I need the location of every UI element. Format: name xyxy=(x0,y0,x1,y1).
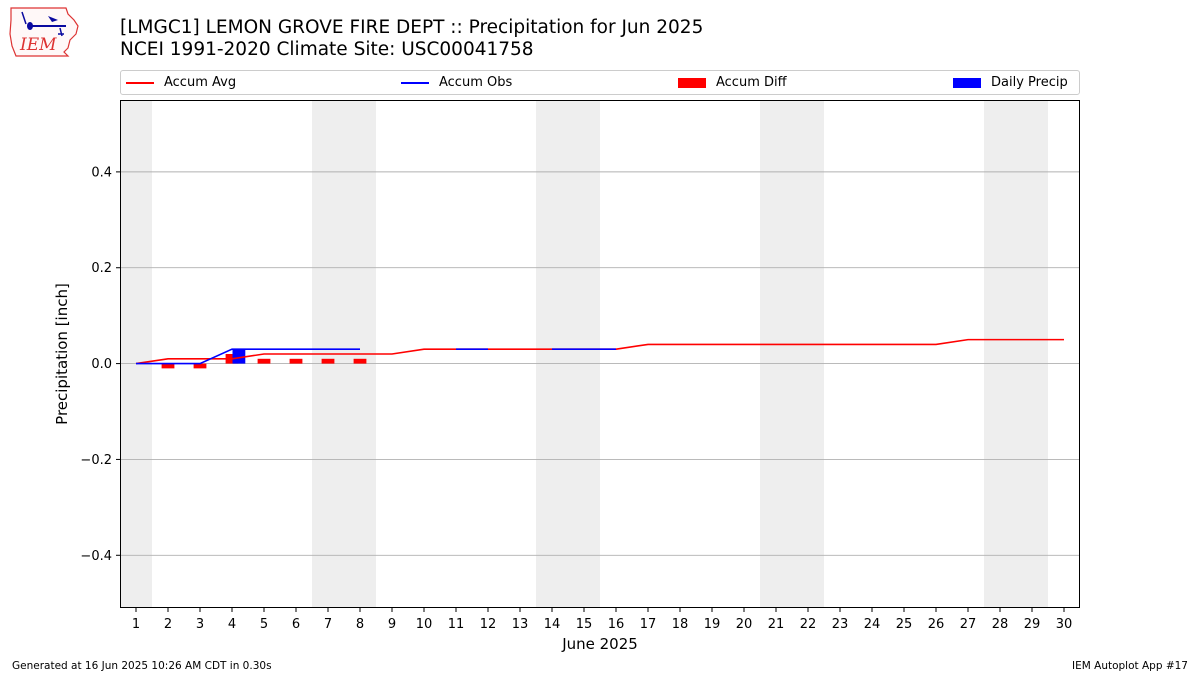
chart-title: [LMGC1] LEMON GROVE FIRE DEPT :: Precipi… xyxy=(120,17,703,61)
accum-diff-bar xyxy=(321,358,335,364)
y-tick-label: 0.2 xyxy=(91,261,112,276)
x-tick-label: 9 xyxy=(388,617,396,632)
x-tick-label: 13 xyxy=(512,617,529,632)
x-tick-label: 29 xyxy=(1024,617,1041,632)
logo-text: IEM xyxy=(19,35,57,55)
x-tick-label: 15 xyxy=(576,617,593,632)
x-tick-label: 2 xyxy=(164,617,172,632)
x-tick-label: 11 xyxy=(448,617,465,632)
x-tick-label: 30 xyxy=(1056,617,1073,632)
x-tick-label: 20 xyxy=(736,617,753,632)
x-tick-label: 27 xyxy=(960,617,977,632)
y-tick-label: −0.4 xyxy=(80,549,112,564)
weekend-bands xyxy=(120,100,1048,608)
legend-label: Accum Avg xyxy=(164,75,237,90)
y-tick-label: 0.0 xyxy=(91,357,112,372)
x-tick-label: 10 xyxy=(416,617,433,632)
accum-diff-bar xyxy=(193,363,207,369)
x-tick-label: 4 xyxy=(228,617,236,632)
y-tick-label: 0.4 xyxy=(91,165,112,180)
accum-diff-bar xyxy=(257,358,271,364)
x-tick-label: 25 xyxy=(896,617,913,632)
x-tick-label: 28 xyxy=(992,617,1009,632)
legend: Accum Avg Accum Obs Accum Diff Daily Pre… xyxy=(120,70,1080,95)
plot-frame xyxy=(120,100,1080,608)
legend-item-daily-precip: Daily Precip xyxy=(953,71,1068,94)
legend-label: Daily Precip xyxy=(991,75,1068,90)
legend-label: Accum Diff xyxy=(716,75,787,90)
iem-logo: IEM xyxy=(9,7,79,57)
x-tick-label: 8 xyxy=(356,617,364,632)
x-tick-label: 18 xyxy=(672,617,689,632)
x-tick-label: 6 xyxy=(292,617,300,632)
legend-swatch xyxy=(678,77,706,88)
x-axis-label: June 2025 xyxy=(561,635,638,653)
legend-item-accum-diff: Accum Diff xyxy=(678,71,787,94)
x-tick-label: 17 xyxy=(640,617,657,632)
x-tick-label: 7 xyxy=(324,617,332,632)
accum-obs-line xyxy=(136,348,360,365)
accum-diff-bar xyxy=(289,358,303,364)
x-tick-label: 19 xyxy=(704,617,721,632)
x-tick-label: 14 xyxy=(544,617,561,632)
axes: −0.4−0.20.00.20.41 2 3 4 5 6 7 8 9 10 11 12 13 14 15 16… xyxy=(80,165,1072,632)
weekend-band xyxy=(984,100,1048,608)
x-tick-label: 22 xyxy=(800,617,817,632)
x-tick-label: 3 xyxy=(196,617,204,632)
legend-item-accum-avg: Accum Avg xyxy=(126,71,236,94)
title-line-2: NCEI 1991-2020 Climate Site: USC00041758 xyxy=(120,39,534,60)
legend-swatch xyxy=(953,77,981,88)
x-tick-label: 1 xyxy=(132,617,140,632)
x-tick-label: 21 xyxy=(768,617,785,632)
weekend-band xyxy=(536,100,600,608)
title-line-1: [LMGC1] LEMON GROVE FIRE DEPT :: Precipi… xyxy=(120,17,704,38)
series-lines xyxy=(135,338,1064,365)
x-tick-label: 16 xyxy=(608,617,625,632)
x-tick-label: 12 xyxy=(480,617,497,632)
y-tick-label: −0.2 xyxy=(80,453,112,468)
x-tick-label: 24 xyxy=(864,617,881,632)
legend-label: Accum Obs xyxy=(439,75,513,90)
footer-generated: Generated at 16 Jun 2025 10:26 AM CDT in… xyxy=(12,660,272,672)
x-tick-label: 5 xyxy=(260,617,268,632)
x-tick-label: 23 xyxy=(832,617,849,632)
legend-item-accum-obs: Accum Obs xyxy=(401,71,512,94)
daily-precip-bar xyxy=(232,349,246,364)
weekend-band xyxy=(760,100,824,608)
accum-diff-bar xyxy=(161,363,175,369)
accum-diff-bar xyxy=(353,358,367,364)
grid-lines xyxy=(120,171,1080,556)
footer-app: IEM Autoplot App #17 xyxy=(1072,660,1188,672)
y-axis-label: Precipitation [inch] xyxy=(53,283,71,425)
x-tick-label: 26 xyxy=(928,617,945,632)
weekend-band xyxy=(120,100,152,608)
legend-swatch xyxy=(126,81,154,84)
legend-swatch xyxy=(401,81,429,84)
